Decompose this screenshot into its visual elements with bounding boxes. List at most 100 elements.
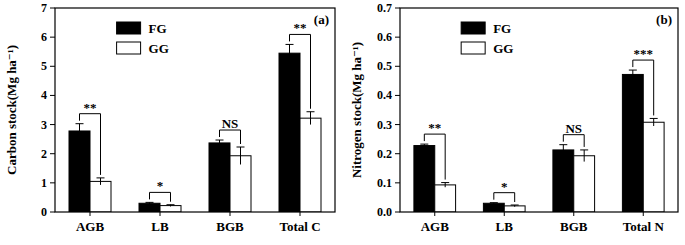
significance-bracket — [633, 60, 654, 115]
error-bar — [511, 205, 519, 207]
x-tick-label: Total C — [279, 219, 320, 234]
legend-label: GG — [149, 41, 169, 56]
y-tick-label: 4 — [41, 88, 47, 102]
error-bar — [420, 144, 428, 147]
y-tick — [395, 212, 400, 213]
y-tick-label: 7 — [41, 1, 47, 15]
x-tick — [504, 212, 505, 216]
x-tick-label: LB — [496, 219, 514, 234]
x-tick — [434, 212, 435, 216]
error-bar — [167, 205, 175, 207]
significance-bracket — [220, 130, 241, 144]
panel-label: (b) — [656, 12, 672, 27]
significance-label: *** — [634, 46, 654, 61]
significance-label: NS — [565, 121, 582, 136]
bar — [643, 122, 664, 212]
error-bar — [286, 44, 294, 61]
y-axis-label: Carbon stock(Mg ha⁻¹) — [4, 45, 19, 175]
legend-label: FG — [149, 21, 167, 36]
bar — [160, 206, 181, 212]
y-axis-label: Nitrogen stock(Mg ha⁻¹) — [349, 42, 364, 178]
bar — [435, 185, 456, 212]
y-tick-label: 0.7 — [377, 1, 392, 15]
legend-label: GG — [493, 41, 513, 56]
y-tick-label: 0.4 — [377, 88, 392, 102]
significance-bracket — [494, 193, 515, 202]
y-tick-label: 0.3 — [377, 118, 392, 132]
figure: ***NS**01234567AGBLBBGBTotal CCarbon sto… — [0, 0, 685, 245]
x-tick — [160, 212, 161, 216]
error-bar — [146, 202, 154, 204]
y-tick — [395, 182, 400, 183]
y-tick — [395, 153, 400, 154]
bar — [300, 118, 321, 212]
y-tick — [50, 182, 55, 183]
y-tick — [50, 212, 55, 213]
bar — [139, 203, 160, 212]
error-bar — [490, 203, 498, 204]
significance-bracket — [424, 134, 445, 179]
y-tick — [50, 95, 55, 96]
error-bar — [650, 118, 658, 126]
y-tick-label: 3 — [41, 118, 47, 132]
legend-swatch — [117, 42, 141, 54]
y-tick — [395, 8, 400, 9]
significance-label: ** — [84, 100, 97, 115]
marks — [69, 44, 321, 212]
y-tick — [50, 37, 55, 38]
x-tick — [643, 212, 644, 216]
marks — [414, 70, 664, 212]
x-tick-label: AGB — [421, 219, 450, 234]
legend-swatch — [461, 22, 485, 34]
bar — [209, 143, 230, 212]
significance-bracket — [563, 135, 584, 147]
legend-swatch — [461, 42, 485, 54]
panel: ***NS***0.00.10.20.30.40.50.60.7AGBLBBGB… — [349, 1, 678, 234]
bar — [504, 206, 525, 212]
y-tick — [395, 37, 400, 38]
significance-bracket — [150, 192, 171, 201]
error-bar — [559, 145, 567, 155]
x-tick-label: BGB — [560, 219, 588, 234]
legend-swatch — [117, 22, 141, 34]
bar — [90, 181, 111, 212]
y-tick-label: 0.2 — [377, 147, 392, 161]
significance-bracket — [80, 114, 101, 175]
x-tick — [573, 212, 574, 216]
plot-frame — [400, 8, 678, 212]
bar — [622, 74, 643, 212]
y-tick — [50, 8, 55, 9]
plot-frame — [55, 8, 335, 212]
y-tick-label: 2 — [41, 147, 47, 161]
significance-label: ** — [294, 20, 307, 35]
legend: FGGG — [461, 21, 513, 56]
y-tick-label: 0 — [41, 205, 47, 219]
significance-bracket — [290, 34, 311, 108]
panel-label: (a) — [314, 12, 329, 27]
x-tick-label: AGB — [76, 219, 105, 234]
error-bar — [441, 183, 449, 188]
y-tick — [395, 95, 400, 96]
x-tick-label: LB — [151, 219, 169, 234]
y-tick-label: 1 — [41, 176, 47, 190]
error-bar — [629, 70, 637, 79]
y-tick — [395, 124, 400, 125]
y-tick-label: 0.0 — [377, 205, 392, 219]
error-bar — [580, 150, 588, 162]
y-tick — [50, 153, 55, 154]
y-tick-label: 5 — [41, 59, 47, 73]
error-bar — [216, 140, 224, 146]
error-bar — [76, 124, 84, 139]
x-tick-label: Total N — [623, 219, 665, 234]
x-tick — [90, 212, 91, 216]
bar — [483, 203, 504, 212]
panel: ***NS**01234567AGBLBBGBTotal CCarbon sto… — [4, 1, 335, 234]
significance-label: NS — [222, 116, 239, 131]
y-tick — [395, 66, 400, 67]
x-tick-label: BGB — [216, 219, 244, 234]
bar — [69, 131, 90, 212]
significance-label: * — [501, 179, 508, 194]
error-bar — [97, 178, 105, 185]
bar — [574, 156, 595, 212]
error-bar — [307, 112, 315, 125]
